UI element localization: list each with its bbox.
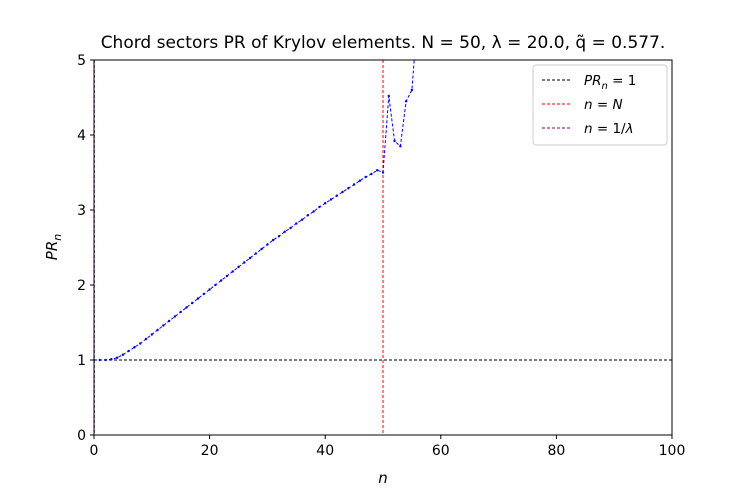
data-point: [248, 256, 252, 260]
data-point: [121, 353, 125, 356]
data-point: [162, 324, 165, 327]
data-point: [231, 270, 234, 273]
data-point: [376, 169, 379, 172]
data-point: [352, 183, 356, 186]
data-point: [110, 358, 113, 361]
data-point: [133, 346, 136, 349]
data-point: [404, 100, 408, 103]
data-point: [416, 14, 418, 16]
data-point: [196, 297, 200, 300]
y-tick-label: 3: [77, 203, 86, 219]
data-point: [300, 218, 304, 221]
data-point: [173, 315, 177, 318]
data-point: [144, 337, 148, 341]
y-tick-label: 1: [77, 353, 86, 369]
x-tick-label: 80: [547, 443, 565, 459]
data-point: [202, 292, 206, 296]
y-tick-label: 0: [77, 428, 86, 444]
data-point: [127, 349, 130, 353]
data-point: [150, 333, 153, 336]
y-tick-label: 2: [77, 278, 86, 294]
data-point: [225, 274, 229, 278]
y-axis-ticks: 0 1 2 3 4 5: [77, 53, 94, 444]
data-point: [347, 187, 350, 190]
data-point: [266, 243, 269, 246]
data-point: [289, 226, 292, 230]
data-point: [370, 172, 373, 176]
data-point: [156, 328, 159, 332]
y-axis-label: PRn: [43, 234, 64, 260]
legend: PRn = 1 n = N n = 1/λ: [532, 64, 668, 146]
legend-label-n-equals-N: n = N: [584, 97, 623, 113]
data-point: [306, 214, 310, 217]
legend-label-n-equals-inverse-lambda: n = 1/λ: [584, 121, 634, 137]
x-tick-label: 0: [90, 443, 99, 459]
data-point: [139, 342, 142, 345]
data-point: [185, 306, 188, 309]
data-point: [283, 230, 286, 233]
data-point: [393, 139, 396, 143]
y-tick-label: 5: [77, 53, 86, 69]
x-tick-label: 100: [659, 443, 686, 459]
data-point: [214, 283, 217, 287]
data-point: [341, 190, 344, 194]
data-point: [179, 310, 182, 314]
data-point: [115, 356, 119, 359]
data-point: [254, 252, 258, 255]
x-tick-label: 20: [201, 443, 219, 459]
data-point: [277, 235, 281, 238]
x-axis-label: n: [378, 469, 388, 487]
data-point: [335, 194, 338, 197]
data-point: [399, 145, 402, 148]
data-point: [104, 358, 107, 362]
legend-label-pr-1: PRn = 1: [584, 73, 636, 92]
x-tick-label: 60: [432, 443, 450, 459]
data-point: [387, 94, 390, 98]
data-point: [364, 175, 367, 179]
data-point: [358, 179, 362, 182]
data-point: [271, 238, 275, 242]
data-point: [312, 210, 315, 213]
data-point: [237, 265, 240, 269]
series-layer: [94, 14, 418, 362]
data-point: [381, 171, 385, 174]
series-line: [94, 60, 415, 361]
plot-frame: [93, 59, 673, 436]
data-point: [243, 261, 246, 264]
data-point: [167, 319, 171, 323]
x-axis-ticks: 0 20 40 60 80 100: [90, 435, 686, 459]
data-point: [208, 288, 211, 291]
data-point: [295, 222, 298, 225]
data-point: [260, 247, 263, 251]
data-point: [410, 88, 414, 92]
data-point: [318, 205, 321, 209]
y-tick-label: 4: [77, 128, 86, 144]
data-point: [219, 279, 223, 282]
legend-box: [532, 64, 668, 146]
data-point: [98, 358, 101, 362]
data-point: [329, 198, 333, 201]
data-point: [324, 202, 327, 205]
data-point: [191, 301, 194, 305]
chart-title: Chord sectors PR of Krylov elements. N =…: [101, 33, 666, 53]
x-tick-label: 40: [316, 443, 334, 459]
